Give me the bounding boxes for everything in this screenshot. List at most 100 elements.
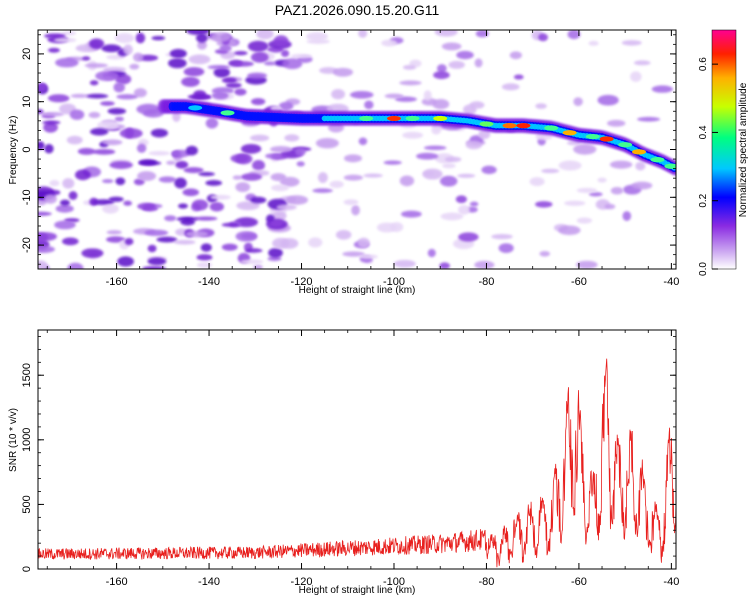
spectrogram-noise-blob: [432, 99, 450, 110]
spectrogram-noise-blob: [469, 201, 479, 207]
spectrogram-noise-blob: [633, 60, 651, 66]
ridge-hotspot: [220, 110, 235, 116]
spectrogram-y-ticks: -20 -10 0 10 20: [21, 34, 676, 265]
colorbar: 0.0 0.2 0.4 0.6 Normalized spectral amplitu…: [698, 29, 749, 276]
spectrogram-noise-blob: [267, 256, 282, 262]
colorbar-gradient: [711, 29, 737, 270]
spectrogram-noise-blob: [363, 173, 383, 178]
spectrogram-noise-blob: [250, 51, 269, 63]
spectrogram-noise-blob: [597, 177, 607, 183]
spectrogram-noise-blob: [144, 229, 169, 237]
snr-y-label: SNR (10 * v/v): [8, 408, 19, 472]
snr-y-tick-label: 1500: [21, 363, 33, 387]
spectrogram-noise-blob: [509, 51, 522, 60]
colorbar-label: Normalized spectral amplitude: [738, 82, 749, 217]
snr-x-ticks: -160 -140 -120 -100 -80 -60 -40: [46, 330, 679, 588]
spectrogram-noise-blob: [137, 171, 157, 181]
spectrogram-noise-blob: [399, 175, 415, 187]
spectrogram-noise-blob: [89, 38, 105, 50]
spectrogram-noise-blob: [109, 161, 133, 169]
spectrogram-y-label: Frequency (Hz): [8, 116, 19, 185]
spectrogram-noise-blob: [588, 40, 599, 46]
spectrogram-noise-blob: [38, 211, 52, 216]
spectrogram-noise-blob: [185, 230, 209, 238]
spectrogram-noise-blob: [439, 262, 451, 269]
spectrogram-noise-blob: [329, 180, 344, 189]
spectrogram-noise-blob: [416, 152, 439, 160]
spectrogram-noise-blob: [74, 169, 91, 181]
spectrogram-x-tick-label: -100: [383, 276, 405, 288]
spectrogram-noise-blob: [234, 61, 254, 67]
snr-y-ticks: 0 500 1000 1500: [21, 336, 676, 572]
snr-x-tick-label: -40: [663, 576, 679, 588]
spectrogram-noise-blob: [270, 220, 283, 227]
spectrogram-noise-blob: [185, 145, 198, 156]
spectrogram-noise-blob: [123, 44, 133, 55]
spectrogram-x-tick-label: -80: [478, 276, 494, 288]
spectrogram-noise-blob: [198, 172, 215, 177]
spectrogram-noise-blob: [138, 159, 157, 166]
ridge-hotspot: [632, 149, 647, 155]
spectrogram-noise-blob: [448, 60, 465, 69]
spectrogram-noise-blob: [133, 88, 147, 98]
spectrogram-noise-blob: [61, 237, 79, 246]
spectrogram-noise-blob: [441, 42, 462, 51]
spectrogram-noise-blob: [108, 196, 124, 202]
spectrogram-noise-blob: [295, 147, 306, 156]
spectrogram-noise-blob: [458, 204, 470, 215]
spectrogram-noise-blob: [95, 70, 119, 81]
spectrogram-noise-blob: [343, 199, 359, 206]
spectrogram-noise-blob: [136, 143, 147, 153]
spectrogram-noise-blob: [402, 131, 424, 139]
spectrogram-noise-blob: [284, 134, 300, 142]
ridge-hotspot: [664, 163, 676, 169]
spectrogram-noise-blob: [205, 117, 219, 129]
spectrogram-noise-blob: [44, 194, 57, 204]
spectrogram-noise-blob: [247, 72, 268, 79]
spectrogram-noise-blob: [114, 33, 135, 43]
spectrogram-noise-blob: [42, 112, 64, 117]
spectrogram-noise-blob: [567, 30, 581, 40]
spectrogram-noise-blob: [235, 231, 258, 242]
spectrogram-noise-blob: [610, 186, 624, 195]
spectrogram-noise-blob: [103, 66, 127, 73]
spectrogram-noise-blob: [67, 262, 84, 269]
spectrogram-noise-blob: [575, 260, 598, 269]
spectrogram-noise-blob: [342, 251, 365, 257]
snr-frame: [37, 329, 677, 570]
spectrogram-noise-blob: [458, 232, 479, 242]
spectrogram-noise-blob: [317, 172, 328, 183]
snr-x-label: Height of straight line (km): [299, 585, 416, 596]
spectrogram-noise-blob: [180, 218, 195, 226]
spectrogram-noise-blob: [69, 109, 85, 120]
spectrogram-noise-blob: [535, 201, 553, 208]
spectrogram-noise-blob: [541, 168, 560, 174]
spectrogram-x-label: Height of straight line (km): [299, 285, 416, 296]
spectrogram-noise-blob: [221, 243, 238, 251]
spectrogram-noise-blob: [285, 195, 309, 205]
spectrogram-noise-blob: [393, 259, 416, 268]
spectrogram-noise-blob: [151, 36, 166, 41]
spectrogram-noise-blob: [455, 195, 468, 204]
spectrogram-y-tick-label: -20: [21, 237, 33, 253]
spectrogram-noise-blob: [573, 143, 597, 155]
spectrogram-noise-blob: [630, 71, 642, 82]
spectrogram-x-tick-label: -120: [291, 276, 313, 288]
spectrogram-noise-blob: [70, 93, 89, 98]
spectrogram-noise-blob: [279, 176, 300, 187]
spectrogram-noise-blob: [210, 32, 232, 42]
spectrogram-noise-blob: [49, 180, 60, 187]
spectrogram-noise-blob: [124, 237, 134, 246]
spectrogram-x-tick-label: -160: [106, 276, 128, 288]
spectrogram-noise-blob: [427, 248, 436, 258]
spectrogram-noise-blob: [225, 82, 242, 89]
spectrogram-noise-blob: [296, 161, 305, 167]
spectrogram-noise-blob: [194, 216, 218, 221]
spectrogram-noise-blob: [172, 111, 181, 122]
spectrogram-noise-blob: [474, 260, 495, 269]
spectrogram-noise-blob: [116, 94, 138, 100]
spectrogram-noise-blob: [245, 248, 263, 253]
spectrogram-noise-blob: [478, 129, 491, 140]
spectrogram-noise-blob: [221, 77, 237, 84]
spectrogram-noise-blob: [169, 48, 187, 59]
